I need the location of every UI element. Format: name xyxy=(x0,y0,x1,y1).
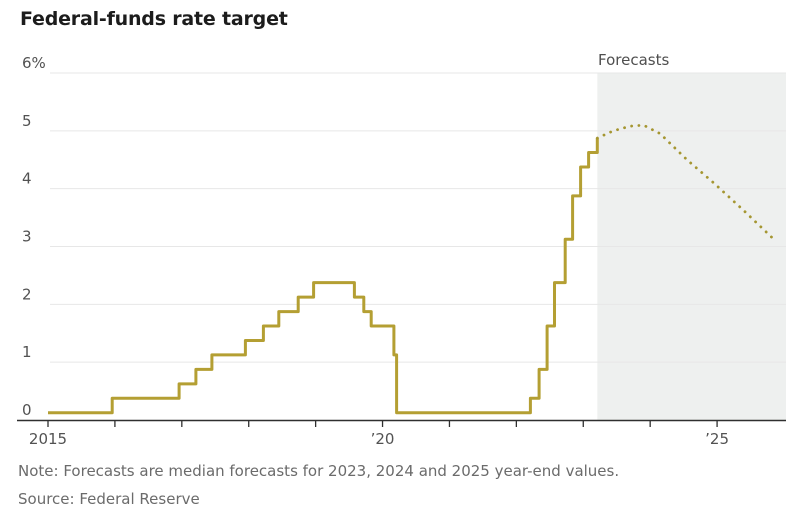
forecasts-annotation: Forecasts xyxy=(598,51,670,69)
y-axis-label: 6% xyxy=(22,54,46,72)
rate-line-actual xyxy=(48,138,599,415)
chart-source: Source: Federal Reserve xyxy=(18,490,200,508)
y-axis-label: 4 xyxy=(22,170,32,188)
y-axis-label: 2 xyxy=(22,285,32,303)
y-axis-label: 3 xyxy=(22,228,32,246)
chart-title: Federal-funds rate target xyxy=(20,8,288,30)
x-axis-label: ’25 xyxy=(705,430,729,448)
y-axis-label: 0 xyxy=(22,401,32,419)
rate-line-forecast-dotted xyxy=(595,123,777,243)
y-axis-label: 5 xyxy=(22,112,32,130)
chart-note: Note: Forecasts are median forecasts for… xyxy=(18,462,620,480)
x-axis-label: ’20 xyxy=(371,430,395,448)
x-axis-label: 2015 xyxy=(29,430,67,448)
y-axis-label: 1 xyxy=(22,343,32,361)
